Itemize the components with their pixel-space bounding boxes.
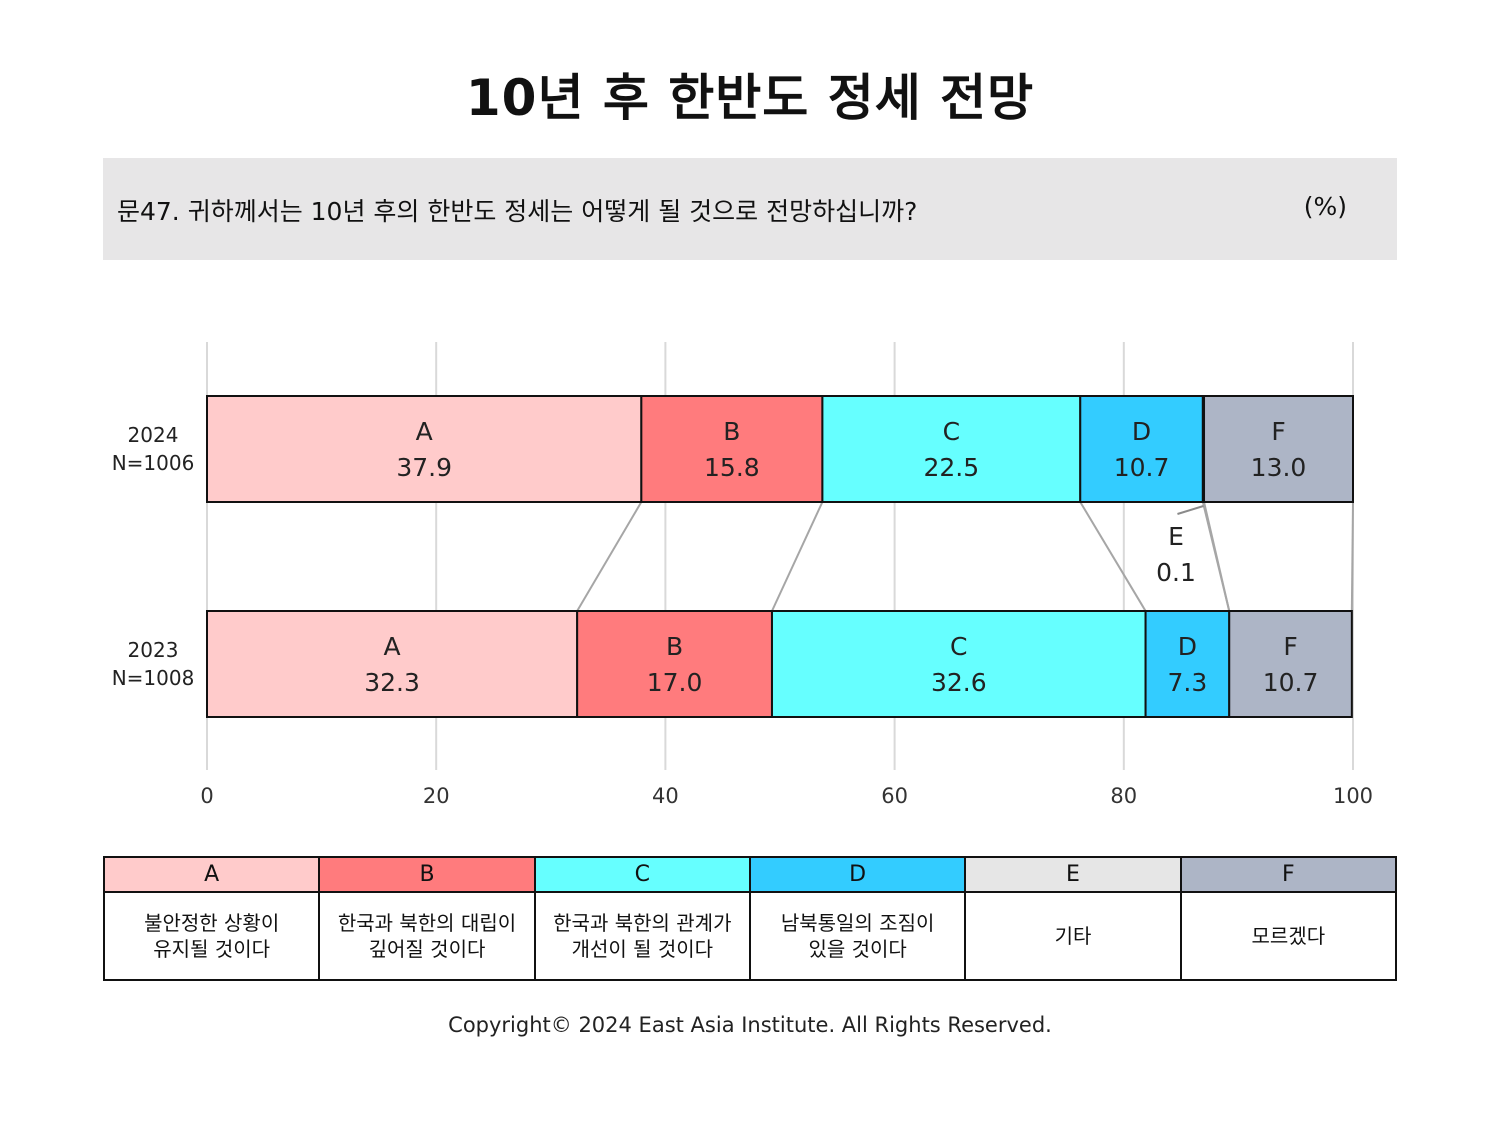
bar-value-2024-f: 13.0 [1251,453,1307,482]
legend-head-row: A B C D E F [102,856,1398,893]
legend-key-d: D [748,856,967,893]
legend-desc-d: 남북통일의 조짐이 있을 것이다 [748,891,967,981]
bar-2023-d [1144,610,1231,718]
bar-value-2023-f: 10.7 [1263,668,1319,697]
question-box: 문47. 귀하께서는 10년 후의 한반도 정세는 어떻게 될 것으로 전망하십… [103,158,1397,260]
bar-2023-a [206,610,579,718]
bar-letter-2024-d: D [1132,417,1151,446]
copyright-text: Copyright© 2024 East Asia Institute. All… [448,1013,1052,1037]
bar-value-2024-c: 22.5 [923,453,979,482]
annotation-value-e: 0.1 [1156,558,1196,587]
bar-2024-b [640,395,824,503]
legend-key-c: C [533,856,751,893]
bar-letter-2023-a: A [384,632,401,661]
bar-2024-d [1079,395,1204,503]
bar-value-2023-a: 32.3 [364,668,420,697]
legend-desc-f: 모르겠다 [1179,891,1398,981]
legend-key-f: F [1179,856,1398,893]
connector-line-c [1079,501,1147,612]
legend-key-e: E [964,856,1182,893]
page-title: 10년 후 한반도 정세 전망 [465,69,1035,127]
legend-key-b: B [318,856,536,893]
stacked-bar-chart: A 37.9 B 15.8 C 22.5 D 10.7 F 13.0 2024 N=1006 A 32.3… [112,342,1373,808]
annotation-letter-e: E [1168,522,1184,551]
unit-label: (%) [1303,192,1347,221]
x-tick-label-80: 80 [1110,784,1137,808]
row-label-year-2023: 2023 [128,638,179,662]
annotation-leader-e [1177,505,1204,515]
legend-key-a: A [102,856,321,893]
bar-2024-c [821,395,1082,503]
legend-desc-row: 불안정한 상황이 유지될 것이다 한국과 북한의 대립이 깊어질 것이다 한국과… [102,891,1398,981]
connector-line-a [576,501,643,612]
bar-value-2023-c: 32.6 [931,668,987,697]
legend-desc-c: 한국과 북한의 관계가 개선이 될 것이다 [533,891,751,981]
bar-letter-2023-f: F [1283,632,1297,661]
x-tick-label-60: 60 [881,784,908,808]
bar-value-2024-d: 10.7 [1114,453,1170,482]
bar-2023-b [576,610,773,718]
row-label-n-2023: N=1008 [112,666,195,690]
bar-2024-f [1203,395,1355,503]
x-tick-label-0: 0 [200,784,213,808]
bar-letter-2023-d: D [1178,632,1197,661]
bar-letter-2024-c: C [943,417,960,446]
row-label-n-2024: N=1006 [112,451,195,475]
bar-2023-f [1228,610,1353,718]
legend-table: A B C D E F 불안정한 상황이 유지될 것이다 한국과 북한의 대립이… [102,856,1398,981]
row-label-year-2024: 2024 [128,423,179,447]
legend-desc-b: 한국과 북한의 대립이 깊어질 것이다 [318,891,536,981]
connector-line-end [1350,501,1354,612]
connector-line-b [771,501,824,612]
bar-2024-a [206,395,643,503]
connector-line-e [1203,501,1231,612]
bar-value-2024-b: 15.8 [704,453,760,482]
bar-letter-2024-b: B [723,417,740,446]
bar-letter-2024-f: F [1271,417,1285,446]
bar-letter-2023-b: B [666,632,683,661]
bar-letter-2024-a: A [416,417,433,446]
bar-letter-2023-c: C [950,632,967,661]
x-tick-label-20: 20 [423,784,450,808]
bar-value-2024-a: 37.9 [396,453,452,482]
bar-2023-c [770,610,1147,718]
question-text: 문47. 귀하께서는 10년 후의 한반도 정세는 어떻게 될 것으로 전망하십… [117,197,918,226]
bar-value-2023-b: 17.0 [647,668,703,697]
x-tick-label-40: 40 [652,784,679,808]
x-tick-label-100: 100 [1333,784,1373,808]
bar-value-2023-d: 7.3 [1168,668,1208,697]
legend-desc-e: 기타 [964,891,1182,981]
legend-desc-a: 불안정한 상황이 유지될 것이다 [102,891,321,981]
